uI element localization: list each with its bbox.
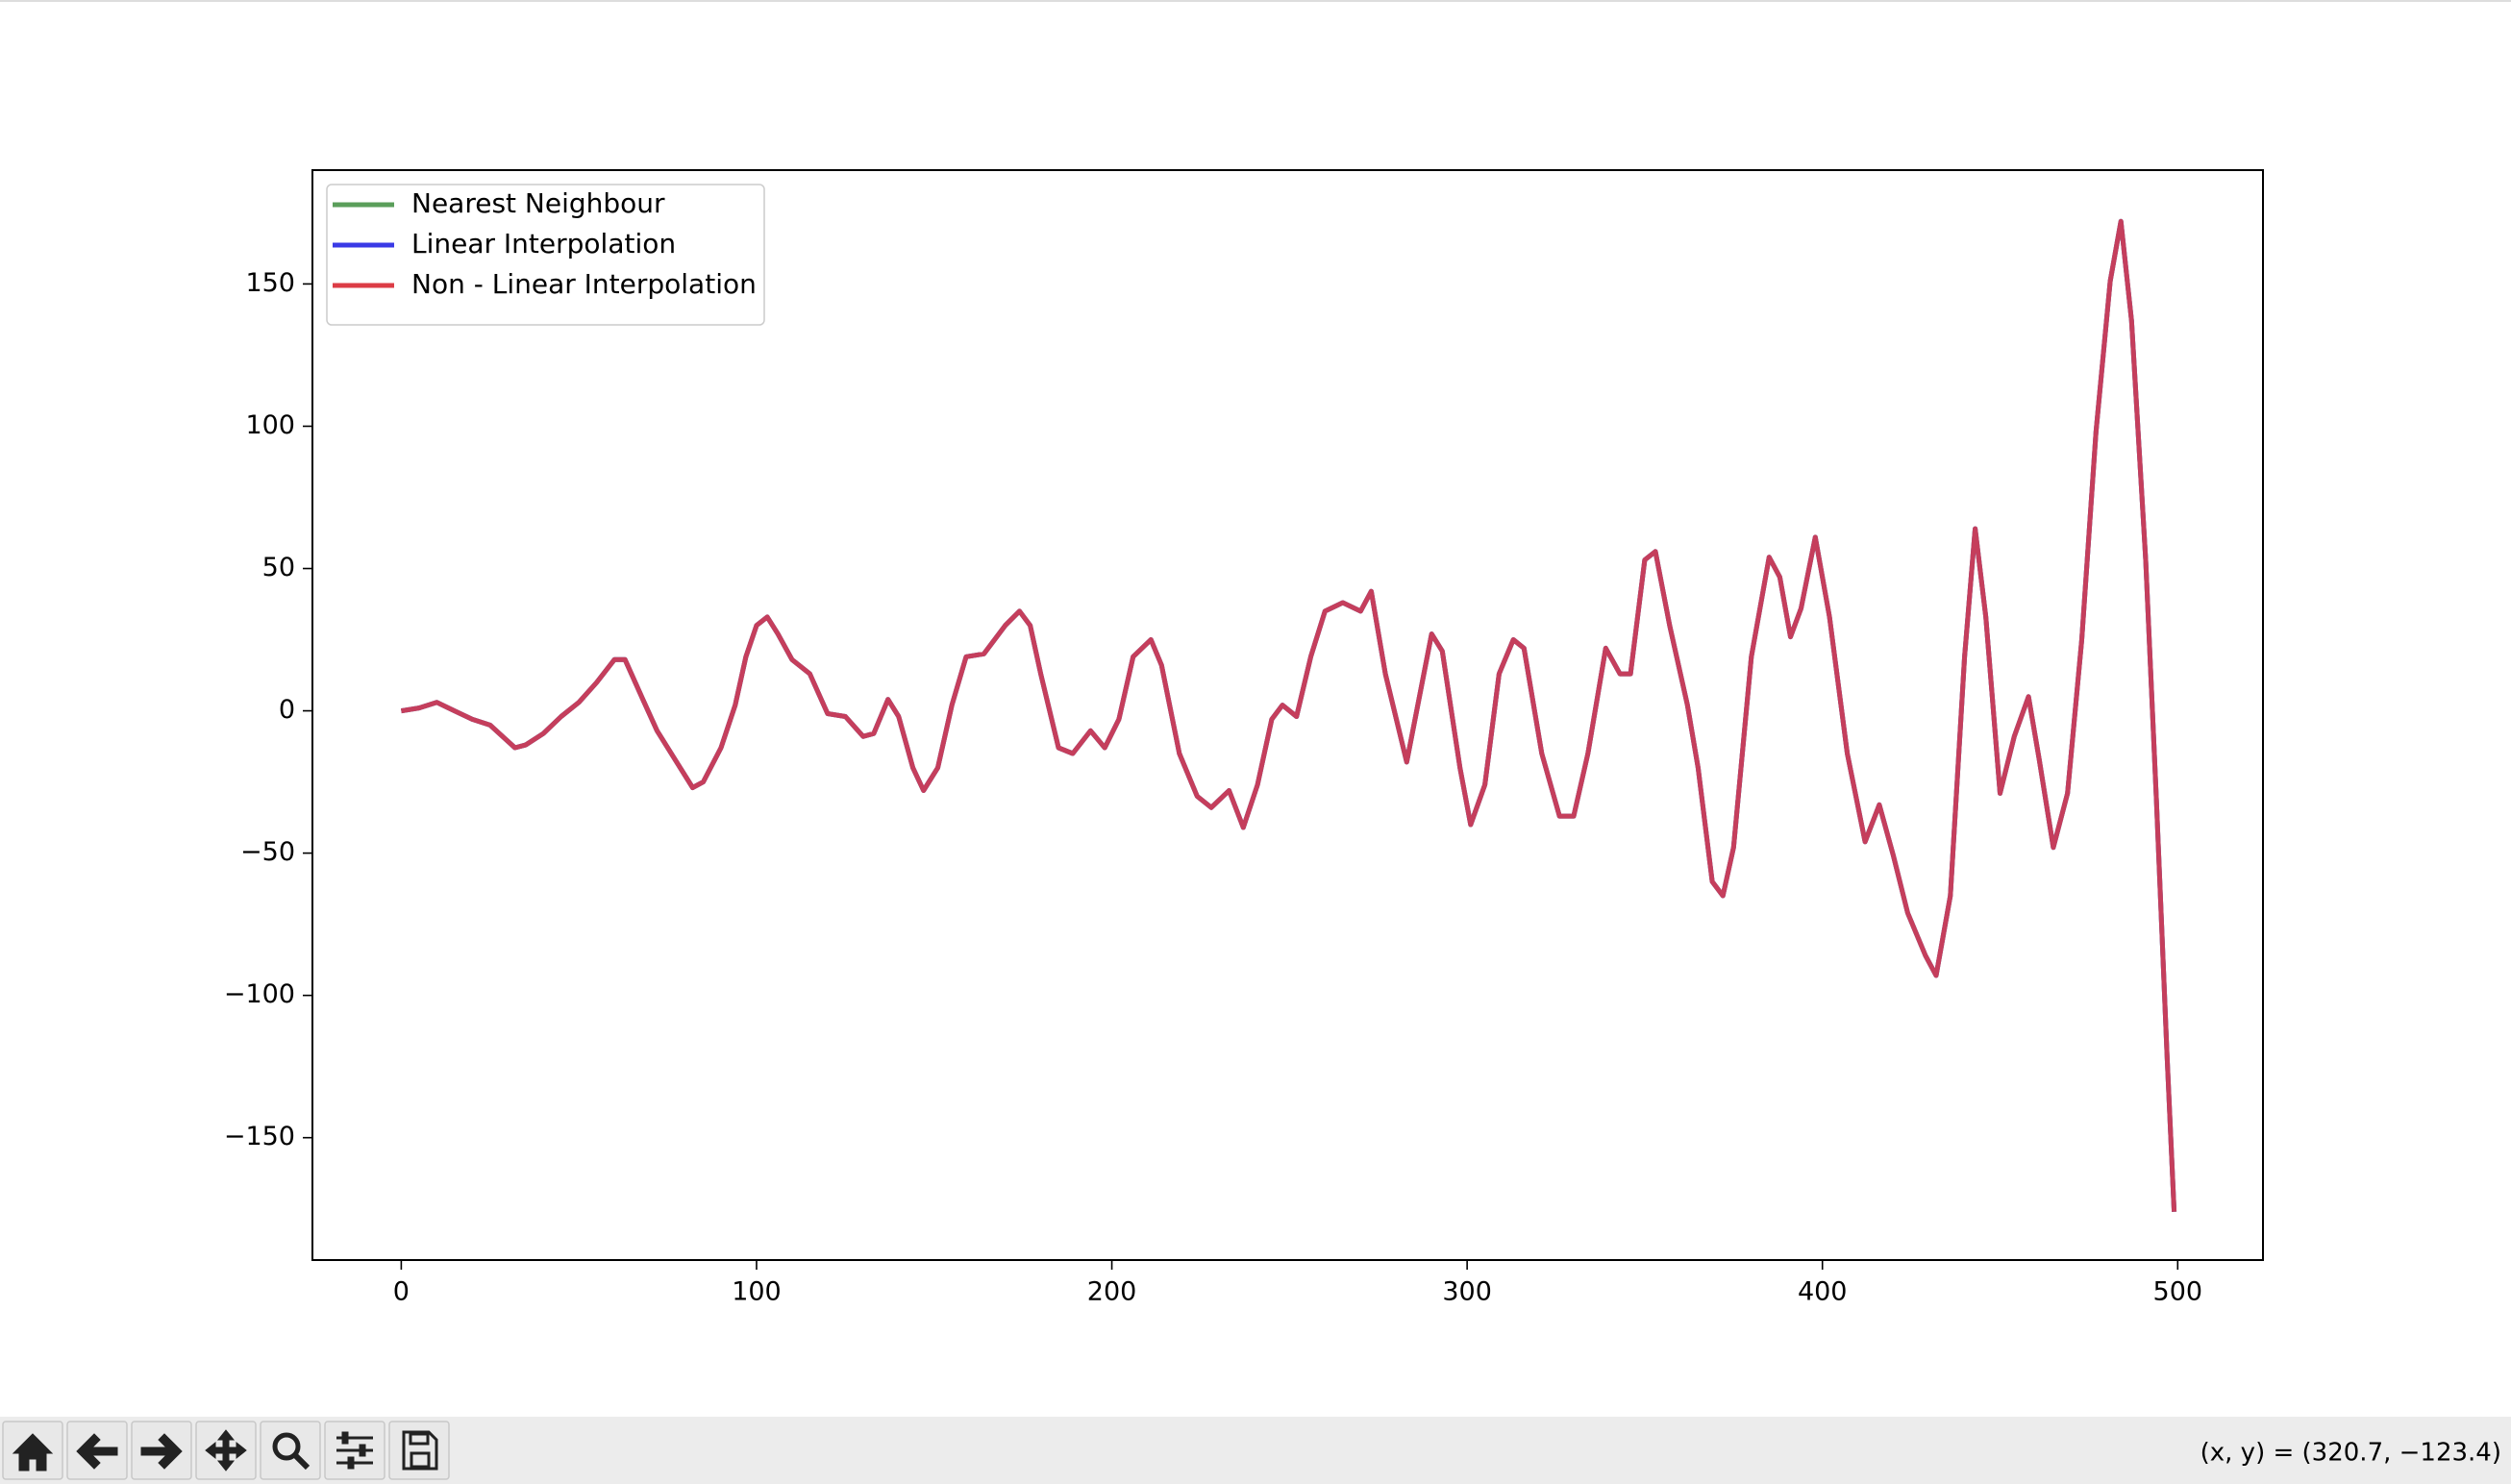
pan-button[interactable]	[195, 1421, 257, 1480]
y-tick-label: 50	[262, 553, 295, 582]
legend-label: Linear Interpolation	[411, 228, 676, 260]
x-tick-label: 400	[1798, 1277, 1848, 1307]
y-tick-label: −100	[224, 979, 295, 1009]
y-tick-label: −150	[224, 1122, 295, 1151]
x-tick-label: 500	[2153, 1277, 2203, 1307]
series-line	[400, 218, 2177, 1212]
legend-box	[326, 184, 765, 326]
zoom-button[interactable]	[260, 1421, 321, 1480]
back-button[interactable]	[66, 1421, 128, 1480]
toolbar-buttons	[2, 1421, 450, 1480]
y-tick-label: −50	[240, 837, 295, 867]
home-button[interactable]	[2, 1421, 63, 1480]
y-tick-label: 0	[279, 695, 295, 725]
save-button[interactable]	[388, 1421, 450, 1480]
legend-label: Nearest Neighbour	[411, 187, 665, 219]
x-tick-label: 0	[393, 1277, 410, 1307]
x-tick-label: 200	[1087, 1277, 1137, 1307]
cursor-coordinates: (x, y) = (320.7, −123.4)	[2200, 1439, 2501, 1468]
legend-label: Non - Linear Interpolation	[411, 268, 757, 300]
x-tick-label: 300	[1442, 1277, 1492, 1307]
y-tick-label: 150	[245, 268, 295, 298]
axes-frame	[311, 169, 2264, 1261]
forward-button[interactable]	[131, 1421, 192, 1480]
x-tick-label: 100	[732, 1277, 782, 1307]
configure-button[interactable]	[324, 1421, 385, 1480]
y-tick-label: 100	[245, 410, 295, 440]
